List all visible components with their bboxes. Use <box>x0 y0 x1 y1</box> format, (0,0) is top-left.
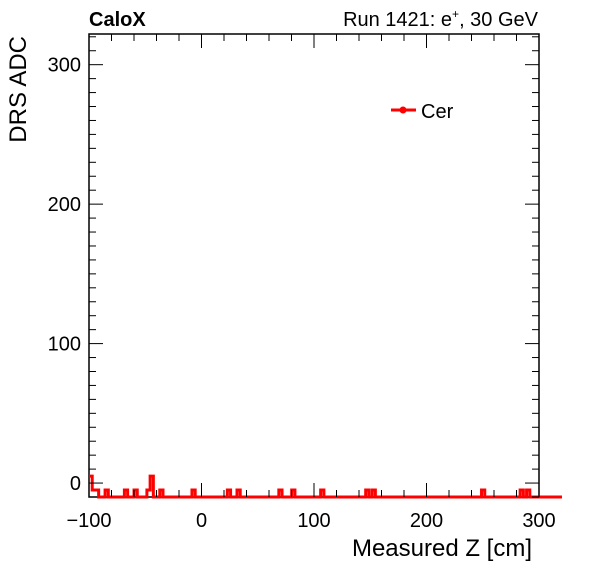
cer-histogram <box>89 474 562 499</box>
y-tick-label: 200 <box>48 194 81 216</box>
x-axis-label: Measured Z [cm] <box>352 535 532 562</box>
legend: Cer <box>391 101 454 123</box>
header-right-label: Run 1421: e+, 30 GeV <box>343 7 539 31</box>
x-tick-label: −100 <box>66 510 111 532</box>
x-tick-label: 200 <box>410 510 443 532</box>
x-tick-label: 300 <box>522 510 555 532</box>
header-left-label: CaloX <box>89 9 146 31</box>
x-tick-label: 100 <box>297 510 330 532</box>
cer-series-line <box>89 474 562 499</box>
axis-ticks: −100 0 100 200 300 0 100 200 300 <box>48 34 556 532</box>
y-axis-label: DRS ADC <box>5 36 32 143</box>
x-tick-label: 0 <box>196 510 207 532</box>
y-tick-label: 300 <box>48 55 81 77</box>
legend-swatch-marker <box>399 106 407 114</box>
legend-entry-cer: Cer <box>421 101 454 123</box>
y-tick-label: 0 <box>70 473 81 495</box>
y-tick-label: 100 <box>48 334 81 356</box>
plot-frame <box>88 33 540 498</box>
plot-frame-rect <box>88 33 540 498</box>
